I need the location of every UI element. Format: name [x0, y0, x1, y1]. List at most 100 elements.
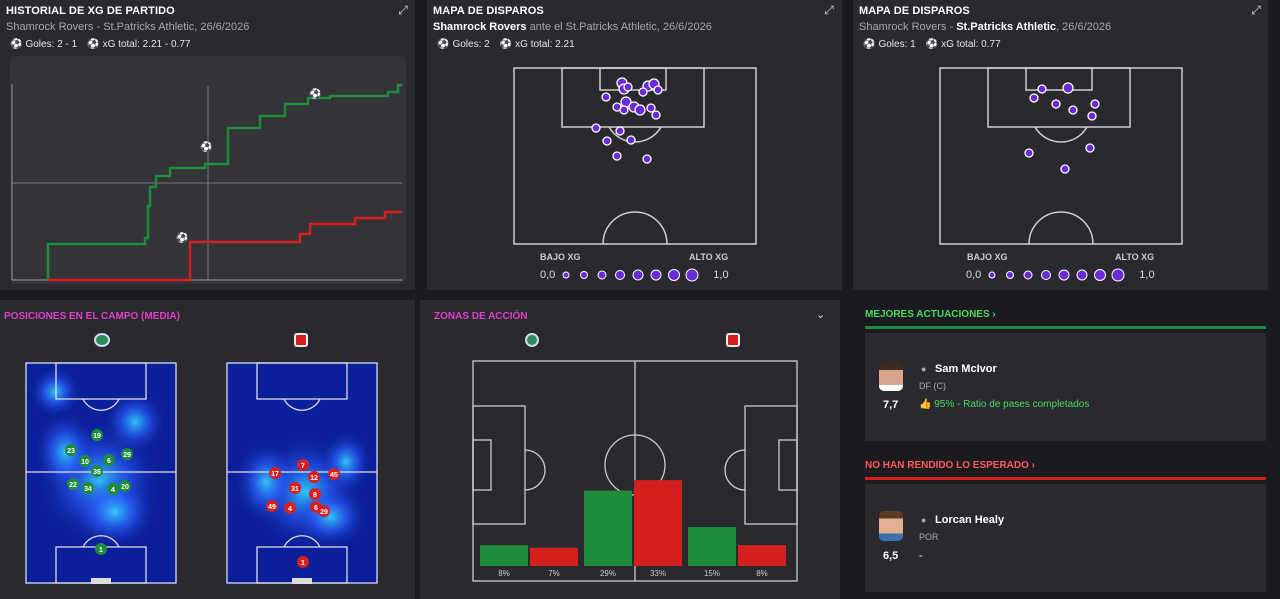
- best-player-name[interactable]: Sam McIvor: [935, 363, 997, 375]
- home-team-logo: [94, 333, 110, 347]
- player-number: 34: [84, 486, 92, 493]
- avatar: [879, 361, 903, 391]
- shot-markers: [1024, 82, 1100, 174]
- zone-bar-label: 8%: [756, 569, 768, 578]
- worst-divider: [865, 477, 1266, 480]
- chevron-down-icon[interactable]: ⌄: [816, 309, 826, 321]
- expand-icon[interactable]: ⤢: [1251, 3, 1261, 17]
- zones-section: ZONAS DE ACCIÓN ⌄ 8% 7% 29% 33% 15% 8%: [420, 300, 840, 599]
- worst-player-rating: 6,5: [883, 550, 899, 562]
- best-stat-text: 95% - Ratio de pases completados: [934, 399, 1090, 410]
- player-number: 10: [81, 459, 89, 466]
- player-number: 49: [268, 504, 276, 511]
- player-number: 8: [313, 492, 317, 499]
- goals-label: Goles: 1: [878, 39, 916, 50]
- high-xg-label: ALTO XG: [689, 252, 729, 262]
- xg-scale-markers: [988, 268, 1125, 282]
- player-number: 29: [320, 509, 328, 516]
- worst-player-name[interactable]: Lorcan Healy: [935, 514, 1005, 526]
- player-number: 1: [99, 547, 103, 554]
- shot-map-away-pitch: [939, 67, 1183, 245]
- zone-bar-label: 33%: [650, 569, 666, 578]
- low-xg-label: BAJO XG: [540, 252, 581, 262]
- player-number: 12: [310, 475, 318, 482]
- away-heatmap: 7 17 12 45 31 8 49 4 6 29 1: [226, 362, 378, 584]
- shot-map-home-pitch: [513, 67, 757, 245]
- shot-map-home-title: MAPA DE DISPAROS: [433, 5, 544, 17]
- player-number: 17: [271, 471, 279, 478]
- zone-bar: [634, 480, 682, 566]
- subtitle-rest: , 26/6/2026: [1056, 21, 1112, 33]
- subtitle-team: Shamrock Rovers: [433, 21, 527, 33]
- player-number: 6: [314, 505, 318, 512]
- ball-icon: ⚽: [863, 39, 876, 50]
- away-team-logo: [726, 333, 740, 347]
- zone-bar: [530, 547, 578, 566]
- zones-title: ZONAS DE ACCIÓN: [434, 311, 528, 322]
- scale-max: 1,0: [1139, 269, 1155, 281]
- player-number: 29: [123, 452, 131, 459]
- worst-title-text: NO HAN RENDIDO LO ESPERADO: [865, 460, 1029, 471]
- xg-history-subtitle: Shamrock Rovers - St.Patricks Athletic, …: [6, 21, 250, 33]
- xg-total-label: xG total: 2.21 - 0.77: [102, 39, 191, 50]
- player-number: 19: [93, 433, 101, 440]
- xg-history-panel: HISTORIAL DE XG DE PARTIDO ⤢ Shamrock Ro…: [0, 0, 415, 290]
- subtitle-pre: Shamrock Rovers -: [859, 21, 957, 33]
- xg-history-title: HISTORIAL DE XG DE PARTIDO: [6, 5, 175, 17]
- worst-performers-title[interactable]: NO HAN RENDIDO LO ESPERADO ›: [865, 460, 1036, 471]
- player-number: 45: [330, 472, 338, 479]
- performers-section: MEJORES ACTUACIONES › ● Sam McIvor DF (C…: [850, 300, 1280, 599]
- home-goal-marker: ⚽: [199, 140, 212, 153]
- thumbs-up-icon: 👍: [919, 399, 932, 410]
- xg-icon: ⚽: [87, 39, 100, 50]
- shot-map-home-panel: MAPA DE DISPAROS ⤢ Shamrock Rovers ante …: [427, 0, 842, 290]
- positions-section: POSICIONES EN EL CAMPO (MEDIA) 19 23 10 …: [0, 300, 415, 599]
- high-xg-label: ALTO XG: [1115, 252, 1155, 262]
- player-number: 20: [121, 484, 129, 491]
- best-performers-title[interactable]: MEJORES ACTUACIONES ›: [865, 309, 996, 320]
- expand-icon[interactable]: ⤢: [824, 3, 834, 17]
- best-divider: [865, 326, 1266, 329]
- xg-history-chart: ⚽ ⚽ ⚽: [10, 56, 406, 284]
- shot-map-home-subtitle: Shamrock Rovers ante el St.Patricks Athl…: [433, 21, 712, 33]
- home-goal-marker: ⚽: [308, 87, 321, 100]
- xg-total-label: xG total: 2.21: [515, 39, 575, 50]
- away-team-logo: [294, 333, 308, 347]
- subtitle-team: St.Patricks Athletic: [956, 21, 1057, 33]
- player-number: 1: [301, 560, 305, 567]
- scale-min: 0,0: [540, 269, 556, 281]
- xg-scale-markers: [562, 268, 699, 282]
- away-goal-marker: ⚽: [175, 231, 188, 244]
- player-number: 23: [67, 448, 75, 455]
- player-number: 22: [69, 482, 77, 489]
- profile-icon: ●: [921, 364, 927, 374]
- zone-bar: [688, 527, 736, 566]
- best-player-position: DF (C): [919, 381, 946, 391]
- player-number: 31: [291, 486, 299, 493]
- home-player-markers: 19 23 10 6 29 36 22 34 4 20 1: [65, 429, 133, 555]
- best-player-rating: 7,7: [883, 399, 899, 411]
- home-team-logo: [525, 333, 539, 347]
- home-heatmap: 19 23 10 6 29 36 22 34 4 20 1: [25, 362, 177, 584]
- zone-bar-label: 15%: [704, 569, 720, 578]
- xg-icon: ⚽: [499, 39, 513, 50]
- away-xg-line: [48, 210, 402, 282]
- zone-bar-label: 8%: [498, 569, 510, 578]
- low-xg-label: BAJO XG: [967, 252, 1008, 262]
- worst-performer-card[interactable]: ● Lorcan Healy POR 6,5 -: [865, 484, 1266, 592]
- expand-icon[interactable]: ⤢: [398, 3, 408, 17]
- ball-icon: ⚽: [10, 39, 23, 50]
- ball-icon: ⚽: [437, 39, 450, 50]
- worst-player-stat: -: [919, 550, 923, 562]
- zone-bar: [584, 490, 632, 566]
- zone-bar-label: 29%: [600, 569, 616, 578]
- shot-map-away-panel: MAPA DE DISPAROS ⤢ Shamrock Rovers - St.…: [853, 0, 1268, 290]
- scale-min: 0,0: [966, 269, 982, 281]
- xg-history-stats: ⚽ Goles: 2 - 1 ⚽ xG total: 2.21 - 0.77: [10, 39, 190, 50]
- best-performer-card[interactable]: ● Sam McIvor DF (C) 7,7 👍 95% - Ratio de…: [865, 333, 1266, 441]
- player-number: 6: [107, 458, 111, 465]
- scale-max: 1,0: [713, 269, 729, 281]
- zone-bar: [480, 545, 528, 566]
- zone-bar-label: 7%: [548, 569, 560, 578]
- xg-scale: 0,0 1,0: [540, 268, 729, 282]
